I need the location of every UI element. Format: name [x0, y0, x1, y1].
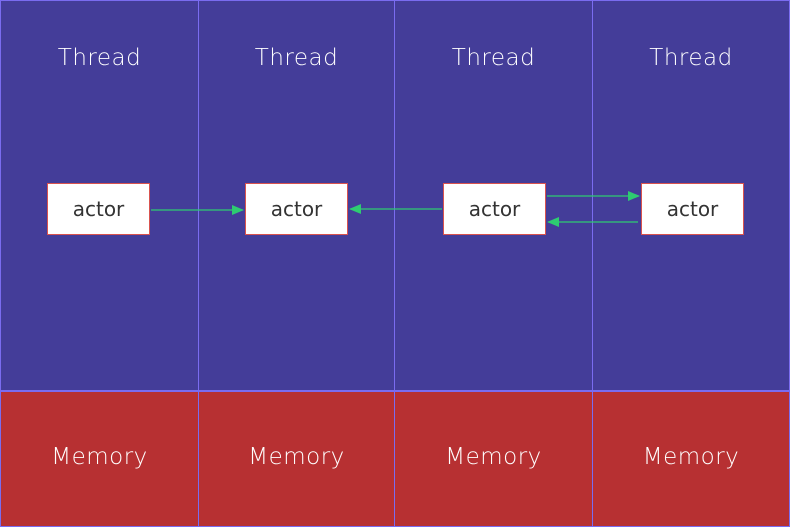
actor-box-3[interactable]: actor	[443, 183, 546, 235]
actor-box-1[interactable]: actor	[47, 183, 150, 235]
actor-label: actor	[666, 197, 719, 221]
actor-label: actor	[72, 197, 125, 221]
actor-box-4[interactable]: actor	[641, 183, 744, 235]
memory-column-1: Memory	[0, 391, 199, 527]
actor-label: actor	[270, 197, 323, 221]
thread-label: Thread	[451, 45, 536, 71]
memory-column-3: Memory	[394, 391, 593, 527]
memory-label: Memory	[445, 444, 542, 470]
memory-label: Memory	[248, 444, 345, 470]
thread-label: Thread	[57, 45, 142, 71]
actor-label: actor	[468, 197, 521, 221]
thread-label: Thread	[254, 45, 339, 71]
memory-label: Memory	[642, 444, 740, 470]
memory-column-2: Memory	[198, 391, 395, 527]
actor-box-2[interactable]: actor	[245, 183, 348, 235]
thread-label: Thread	[649, 45, 733, 71]
memory-column-4: Memory	[592, 391, 790, 527]
memory-label: Memory	[51, 444, 148, 470]
